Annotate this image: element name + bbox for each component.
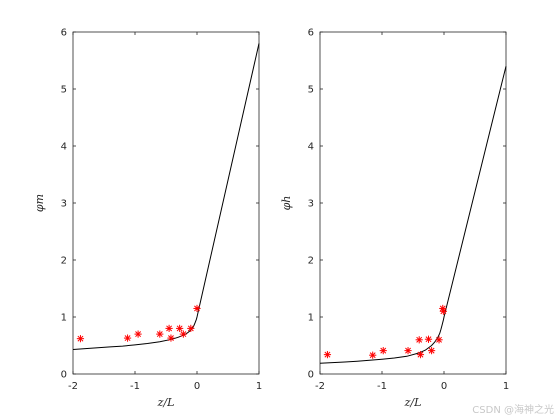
observation-marker bbox=[369, 351, 377, 359]
y-tick-label: 3 bbox=[308, 199, 314, 210]
x-tick-label: 1 bbox=[256, 381, 262, 392]
y-tick-label: 4 bbox=[308, 142, 314, 153]
observation-marker bbox=[176, 324, 184, 332]
observation-marker bbox=[156, 330, 164, 338]
observation-marker bbox=[379, 347, 387, 355]
x-tick-label: -1 bbox=[130, 381, 140, 392]
plot-frame bbox=[319, 31, 507, 375]
y-tick-label: 6 bbox=[308, 28, 314, 39]
observation-marker bbox=[424, 335, 433, 343]
y-tick-label: 5 bbox=[308, 85, 314, 96]
x-axis-label: z/L bbox=[157, 396, 175, 409]
x-tick-label: 0 bbox=[194, 381, 200, 392]
observation-marker bbox=[428, 347, 436, 355]
x-tick-label: 0 bbox=[441, 381, 447, 392]
y-tick-label: 3 bbox=[61, 199, 67, 210]
left-axes: -2 -1 0 1 0 1 2 3 4 5 6 z/L φm bbox=[33, 28, 262, 410]
x-tick-label: -2 bbox=[315, 381, 325, 392]
x-tick-label: -2 bbox=[68, 381, 78, 392]
observation-marker bbox=[439, 307, 447, 315]
x-axis-label: z/L bbox=[404, 396, 422, 409]
observation-marker bbox=[415, 336, 423, 344]
y-tick-label: 2 bbox=[61, 256, 67, 267]
observation-marker bbox=[179, 330, 187, 338]
observation-marker bbox=[404, 347, 412, 355]
observation-marker bbox=[193, 304, 201, 313]
x-tick-label: 1 bbox=[503, 381, 509, 392]
observation-marker bbox=[416, 351, 425, 359]
observation-marker bbox=[76, 335, 85, 343]
y-tick-label: 0 bbox=[308, 370, 314, 381]
y-tick-label: 1 bbox=[61, 313, 67, 324]
observation-marker bbox=[187, 324, 195, 332]
y-tick-label: 5 bbox=[61, 85, 67, 96]
y-tick-label: 6 bbox=[61, 28, 67, 39]
observation-marker bbox=[165, 324, 173, 332]
observation-marker bbox=[134, 330, 142, 338]
x-tick-label: -1 bbox=[377, 381, 387, 392]
y-axis-label: φh bbox=[280, 196, 293, 211]
y-axis-label: φm bbox=[33, 194, 46, 212]
observation-marker bbox=[167, 334, 175, 342]
y-tick-label: 4 bbox=[61, 142, 67, 153]
right-axes: -2 -1 0 1 0 1 2 3 4 5 6 z/L φh bbox=[280, 28, 509, 410]
observation-marker bbox=[323, 351, 332, 359]
observation-marker bbox=[435, 336, 443, 344]
y-tick-label: 1 bbox=[308, 313, 314, 324]
watermark-text: CSDN @海神之光 bbox=[472, 405, 554, 416]
y-tick-label: 0 bbox=[61, 370, 67, 381]
model-curve bbox=[319, 66, 507, 364]
model-curve bbox=[72, 43, 260, 350]
observation-marker bbox=[123, 334, 132, 342]
plot-frame bbox=[72, 31, 260, 375]
y-tick-label: 2 bbox=[308, 256, 314, 267]
